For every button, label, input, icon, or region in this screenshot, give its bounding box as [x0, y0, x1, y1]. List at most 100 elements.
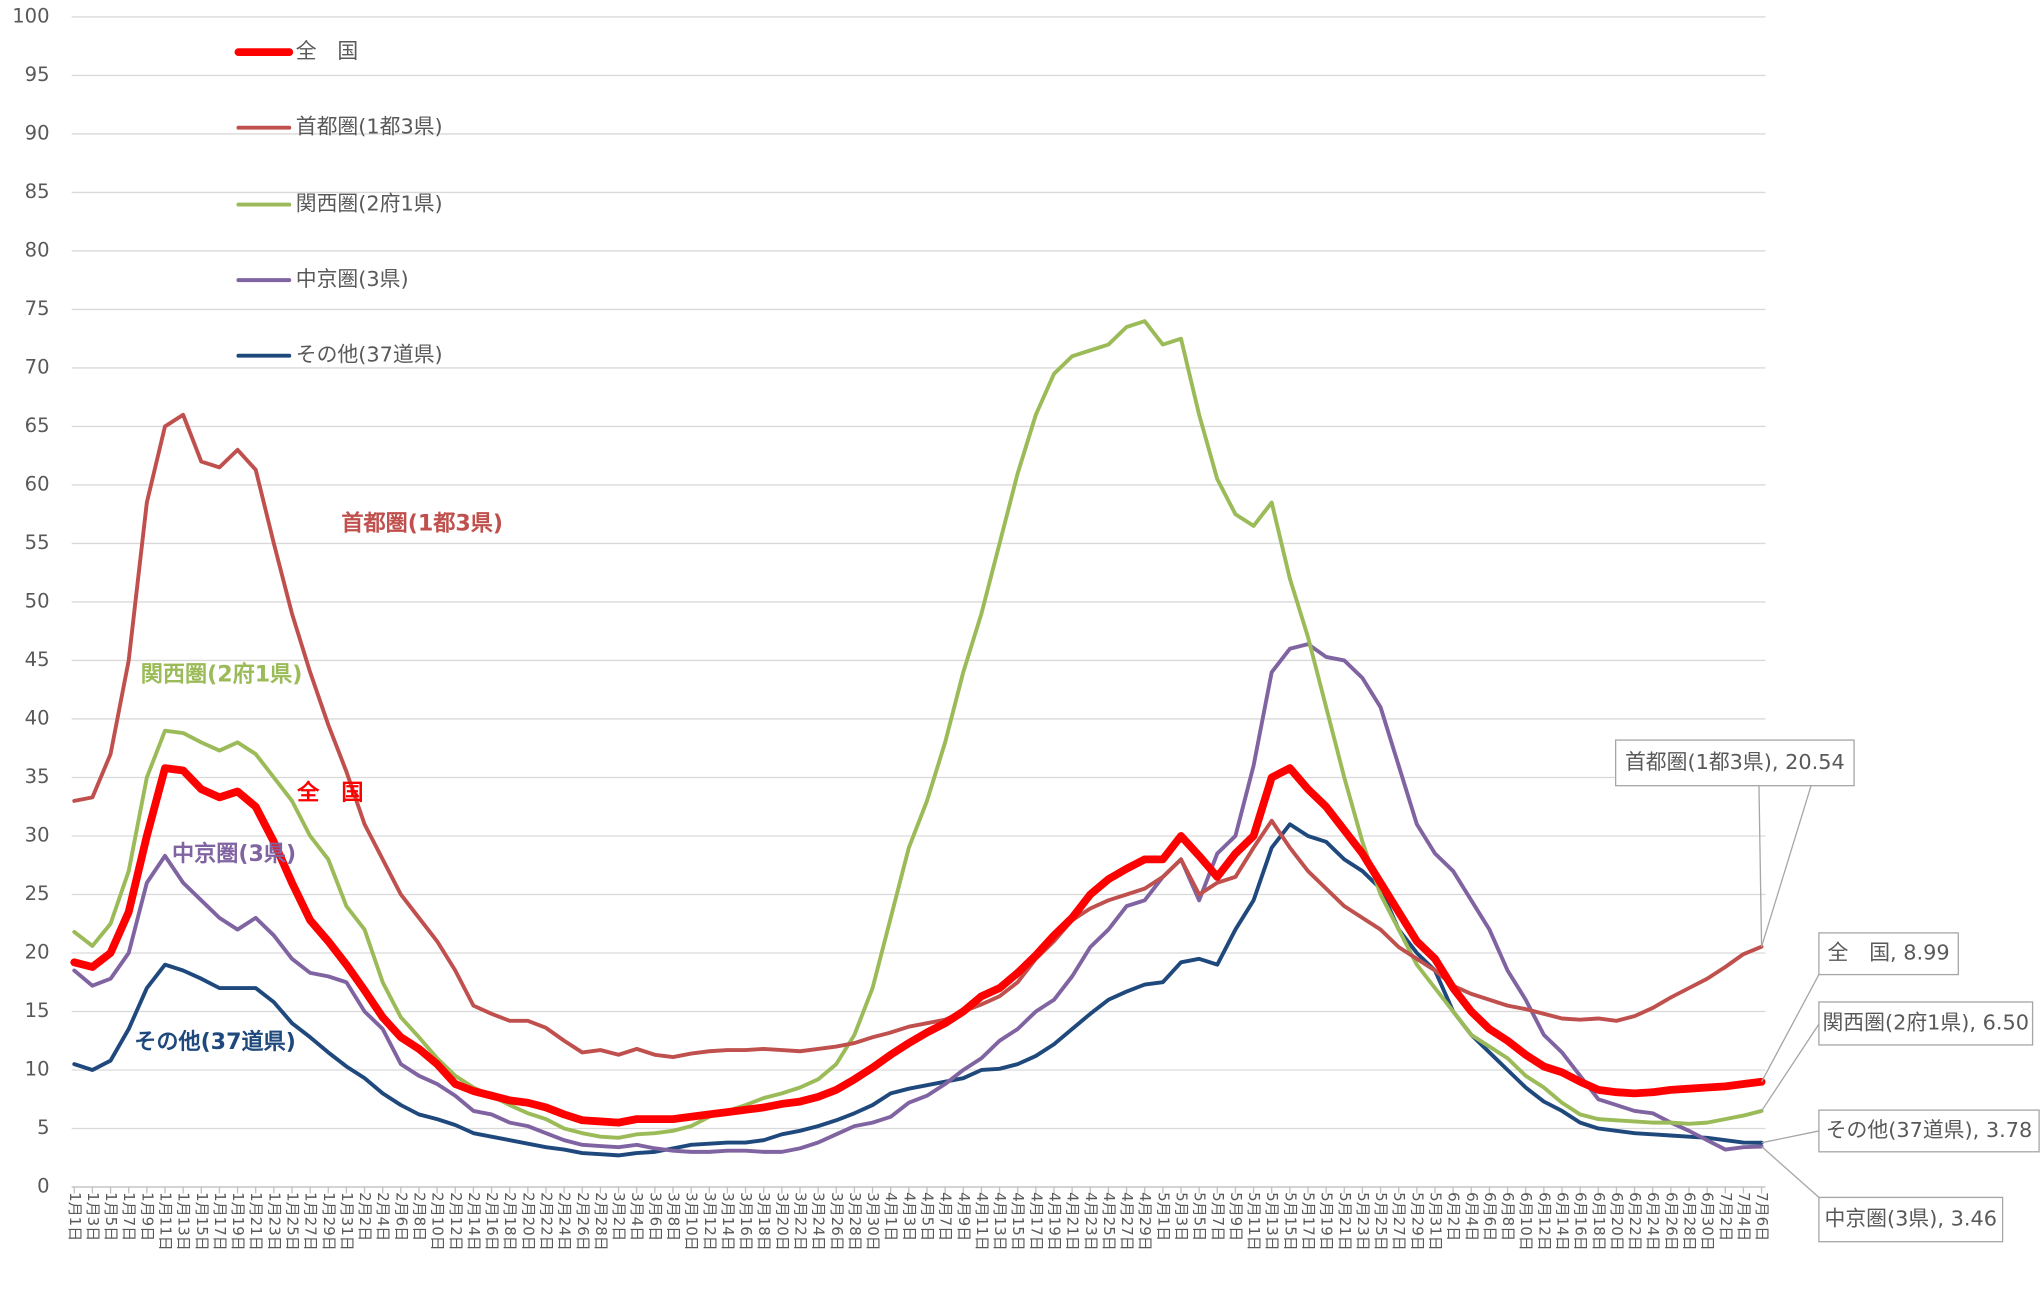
x-tick-label: 6月30日	[1699, 1192, 1717, 1251]
series-label: 中京圏(3県)	[172, 841, 296, 867]
y-tick-label: 60	[25, 472, 50, 495]
x-tick-label: 1月27日	[302, 1192, 320, 1251]
callout-leader	[1761, 1023, 1820, 1112]
callout-label: 首都圏(1都3県), 20.54	[1625, 750, 1845, 774]
x-tick-label: 1月23日	[265, 1192, 283, 1251]
x-tick-label: 7月6日	[1753, 1192, 1771, 1241]
x-tick-label: 5月29日	[1408, 1192, 1426, 1251]
x-tick-label: 5月5日	[1191, 1192, 1209, 1241]
x-tick-label: 1月13日	[175, 1192, 193, 1251]
x-tick-label: 4月13日	[991, 1192, 1009, 1251]
x-tick-label: 3月8日	[664, 1192, 682, 1241]
callout-box	[1818, 1001, 2034, 1046]
x-tick-label: 3月14日	[719, 1192, 737, 1251]
series-line	[72, 412, 1764, 1060]
callout-box	[1818, 932, 1959, 976]
x-tick-label: 5月31日	[1426, 1192, 1444, 1251]
y-tick-label: 95	[25, 63, 50, 86]
callout-leader	[1761, 1146, 1820, 1198]
series-label: 全 国	[296, 780, 363, 806]
x-tick-label: 2月22日	[537, 1192, 555, 1251]
x-tick-label: 5月7日	[1209, 1192, 1227, 1241]
y-tick-label: 50	[25, 589, 50, 612]
x-tick-label: 7月2日	[1717, 1192, 1735, 1241]
y-tick-label: 30	[25, 823, 50, 846]
x-tick-label: 1月11日	[156, 1192, 174, 1251]
x-tick-label: 3月30日	[864, 1192, 882, 1251]
x-tick-label: 5月23日	[1354, 1192, 1372, 1251]
y-tick-label: 90	[25, 121, 50, 144]
x-tick-label: 2月26日	[574, 1192, 592, 1251]
legend-label: その他(37道県)	[296, 343, 443, 367]
x-tick-label: 1月5日	[102, 1192, 120, 1241]
x-tick-label: 2月2日	[356, 1192, 374, 1241]
x-tick-label: 6月20日	[1608, 1192, 1626, 1251]
x-tick-label: 1月1日	[66, 1192, 84, 1241]
x-tick-label: 3月24日	[810, 1192, 828, 1251]
legend-label: 全 国	[296, 39, 358, 63]
x-tick-label: 2月8日	[410, 1192, 428, 1241]
y-tick-label: 85	[25, 180, 50, 203]
callout-label: 関西圏(2府1県), 6.50	[1822, 1010, 2029, 1034]
y-tick-label: 70	[25, 355, 50, 378]
x-tick-label: 3月20日	[773, 1192, 791, 1251]
x-tick-label: 5月25日	[1372, 1192, 1390, 1251]
x-tick-label: 4月11日	[973, 1192, 991, 1251]
y-tick-label: 80	[25, 238, 50, 261]
x-tick-label: 1月21日	[247, 1192, 265, 1251]
callout-leader	[1761, 1130, 1820, 1144]
x-tick-label: 2月18日	[501, 1192, 519, 1251]
x-tick-label: 1月15日	[193, 1192, 211, 1251]
y-tick-label: 5	[37, 1116, 49, 1139]
y-tick-label: 10	[25, 1057, 50, 1080]
x-tick-label: 5月9日	[1227, 1192, 1245, 1241]
x-tick-label: 4月3日	[900, 1192, 918, 1241]
x-tick-label: 6月16日	[1572, 1192, 1590, 1251]
series-label: 関西圏(2府1県)	[141, 661, 303, 687]
x-tick-label: 1月19日	[229, 1192, 247, 1251]
x-tick-label: 4月21日	[1064, 1192, 1082, 1251]
series-label: 首都圏(1都3県)	[341, 510, 503, 536]
x-tick-label: 2月16日	[483, 1192, 501, 1251]
x-tick-label: 5月17日	[1299, 1192, 1317, 1251]
y-tick-label: 0	[37, 1174, 49, 1197]
x-tick-label: 4月7日	[937, 1192, 955, 1241]
x-tick-label: 5月13日	[1263, 1192, 1281, 1251]
x-tick-label: 1月7日	[120, 1192, 138, 1241]
x-tick-label: 3月6日	[646, 1192, 664, 1241]
x-tick-label: 6月2日	[1445, 1192, 1463, 1241]
y-tick-label: 100	[12, 4, 49, 27]
x-tick-label: 3月22日	[791, 1192, 809, 1251]
legend-label: 中京圏(3県)	[296, 267, 409, 291]
x-tick-label: 1月25日	[283, 1192, 301, 1251]
x-tick-label: 6月4日	[1463, 1192, 1481, 1241]
x-tick-label: 2月6日	[392, 1192, 410, 1241]
callout-box	[1818, 1196, 2004, 1243]
x-tick-label: 2月4日	[374, 1192, 392, 1241]
x-tick-label: 4月9日	[955, 1192, 973, 1241]
x-tick-label: 2月10日	[429, 1192, 447, 1251]
x-tick-label: 3月12日	[701, 1192, 719, 1251]
x-tick-label: 6月28日	[1680, 1192, 1698, 1251]
series-line	[72, 319, 1764, 1140]
y-tick-label: 35	[25, 765, 50, 788]
x-tick-label: 6月8日	[1499, 1192, 1517, 1241]
x-tick-label: 3月28日	[846, 1192, 864, 1251]
legend-label: 首都圏(1都3県)	[296, 115, 443, 139]
x-tick-label: 5月19日	[1318, 1192, 1336, 1251]
x-tick-label: 4月19日	[1045, 1192, 1063, 1251]
x-tick-label: 1月9日	[138, 1192, 156, 1241]
x-tick-label: 1月3日	[84, 1192, 102, 1241]
callout-label: その他(37道県), 3.78	[1826, 1118, 2033, 1142]
callout-label: 中京圏(3県), 3.46	[1825, 1207, 1997, 1231]
x-tick-label: 1月31日	[338, 1192, 356, 1251]
x-tick-label: 2月24日	[556, 1192, 574, 1251]
x-tick-label: 5月1日	[1154, 1192, 1172, 1241]
y-tick-label: 20	[25, 940, 50, 963]
y-tick-label: 75	[25, 297, 50, 320]
x-tick-label: 5月27日	[1390, 1192, 1408, 1251]
x-tick-label: 4月5日	[918, 1192, 936, 1241]
x-tick-label: 6月26日	[1662, 1192, 1680, 1251]
callout-box	[1614, 739, 1855, 787]
